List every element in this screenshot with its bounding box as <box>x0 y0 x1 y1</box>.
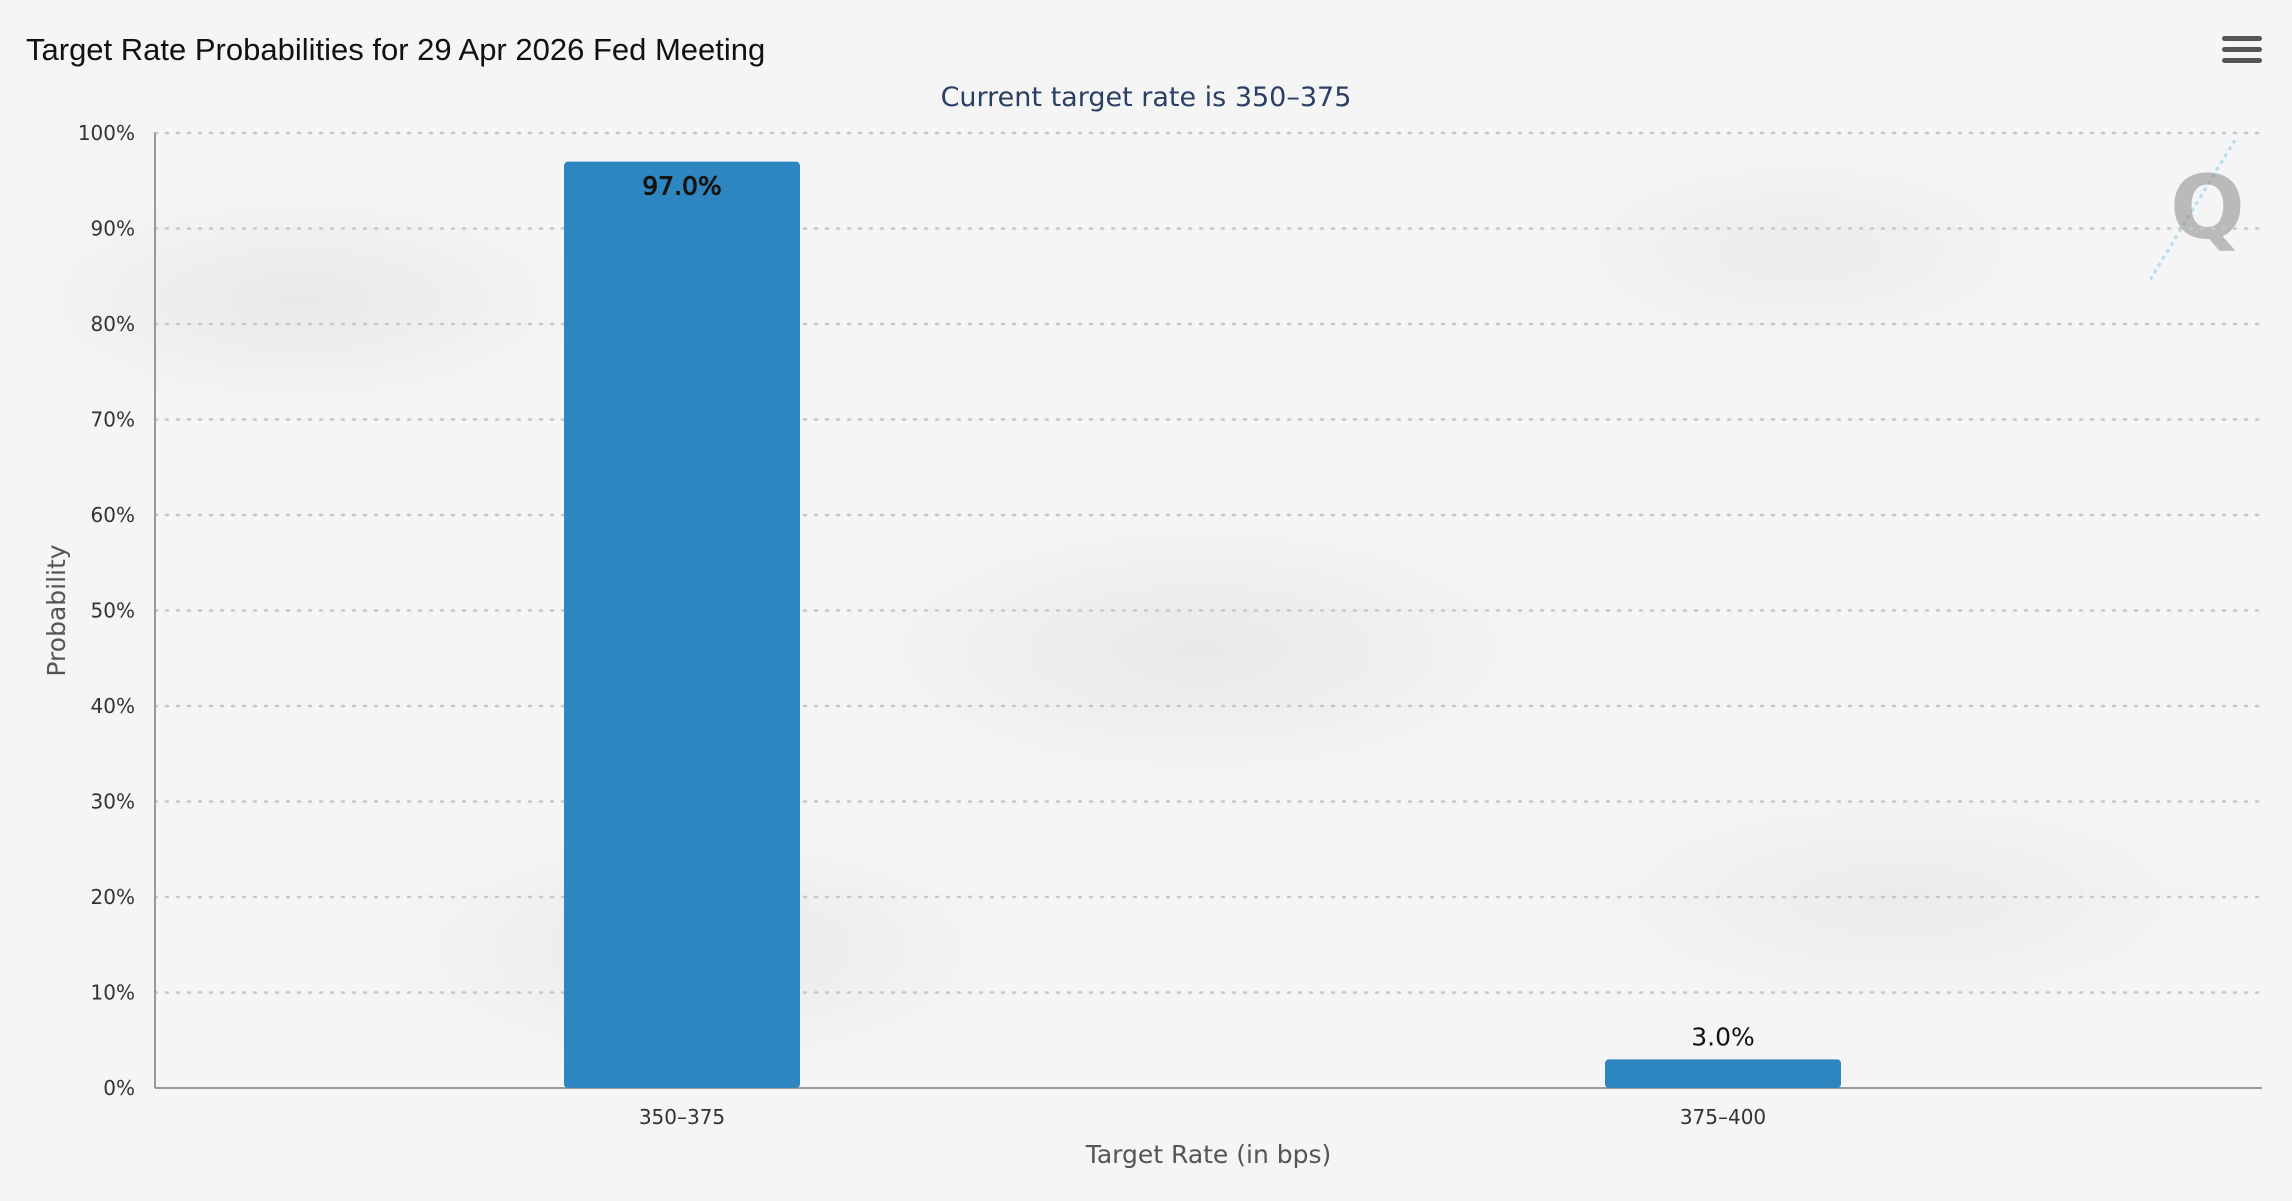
y-tick-label: 60% <box>91 503 135 527</box>
y-tick-label: 90% <box>91 217 135 241</box>
y-tick-label: 10% <box>91 981 135 1005</box>
y-tick-label: 70% <box>91 408 135 432</box>
y-tick-label: 50% <box>91 599 135 623</box>
hamburger-menu-icon[interactable] <box>2222 36 2262 66</box>
watermark-logo: Q <box>2150 140 2245 280</box>
svg-text:Q: Q <box>2170 156 2245 259</box>
y-axis-title: Probability <box>42 544 71 676</box>
y-tick-label: 100% <box>78 121 135 145</box>
y-tick-label: 40% <box>91 694 135 718</box>
y-tick-label: 30% <box>91 790 135 814</box>
chart-subtitle: Current target rate is 350–375 <box>940 82 1352 113</box>
x-axis-title: Target Rate (in bps) <box>1085 1140 1332 1169</box>
y-tick-label: 80% <box>91 312 135 336</box>
x-tick-label: 375–400 <box>1680 1105 1766 1129</box>
x-tick-label: 350–375 <box>639 1105 725 1129</box>
bar <box>564 161 800 1088</box>
bar-data-label: 97.0% <box>642 172 721 201</box>
chart-title: Target Rate Probabilities for 29 Apr 202… <box>26 32 766 67</box>
bar-data-label: 3.0% <box>1691 1022 1755 1051</box>
bar <box>1605 1059 1841 1088</box>
y-tick-label: 0% <box>103 1076 135 1100</box>
y-tick-label: 20% <box>91 885 135 909</box>
